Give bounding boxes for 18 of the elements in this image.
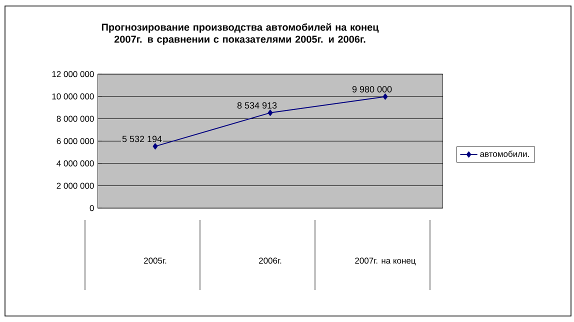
point	[268, 110, 273, 116]
y-tick-label: 2 000 000	[56, 182, 94, 189]
point	[382, 94, 388, 100]
y-tick-label: 10 000 000	[52, 93, 94, 100]
x-tick-label: 2006г.	[259, 258, 282, 264]
x-tick-label: 2005г.	[144, 258, 166, 264]
chart-title: Прогнозирование производства автомобилей на конец 2007г. в сравнении с показателями 2005г. и 2006г.	[102, 23, 379, 45]
y-tick-label: 4 000 000	[56, 160, 94, 166]
y-tick-label: 0	[90, 205, 94, 212]
text: 5 532 194	[122, 136, 162, 142]
y-tick-label: 6 000 000	[56, 138, 94, 144]
legend-label: автомобили.	[480, 150, 529, 157]
y-tick-label: 12 000 000	[52, 71, 94, 78]
text: 8 534 913	[237, 102, 277, 109]
x-tick-label: 2007г. на конец	[355, 258, 416, 266]
y-tick-label: 8 000 000	[56, 116, 94, 122]
point	[152, 143, 158, 150]
text: 9 980 000	[352, 86, 392, 92]
